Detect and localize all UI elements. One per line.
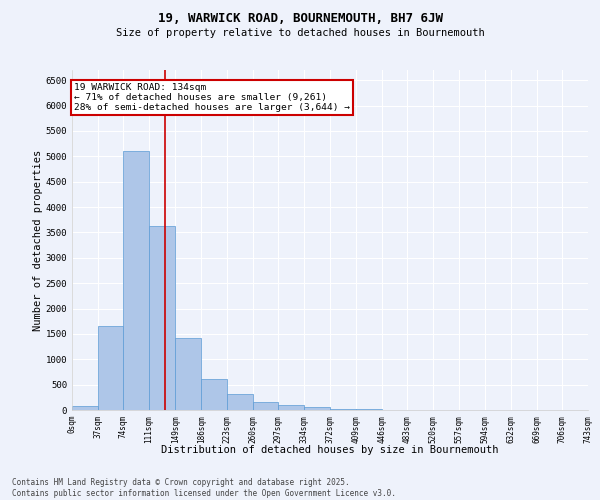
Bar [278,405,304,410]
Text: 19, WARWICK ROAD, BOURNEMOUTH, BH7 6JW: 19, WARWICK ROAD, BOURNEMOUTH, BH7 6JW [157,12,443,26]
Bar [175,338,201,410]
Bar [98,326,124,410]
X-axis label: Distribution of detached houses by size in Bournemouth: Distribution of detached houses by size … [161,446,499,456]
Bar [72,406,98,410]
Bar [304,408,331,410]
Bar [253,402,278,410]
Text: 19 WARWICK ROAD: 134sqm
← 71% of detached houses are smaller (9,261)
28% of semi: 19 WARWICK ROAD: 134sqm ← 71% of detache… [74,82,350,112]
Bar [149,226,175,410]
Bar [331,409,356,410]
Text: Contains HM Land Registry data © Crown copyright and database right 2025.
Contai: Contains HM Land Registry data © Crown c… [12,478,396,498]
Bar [124,151,149,410]
Y-axis label: Number of detached properties: Number of detached properties [33,150,43,330]
Text: Size of property relative to detached houses in Bournemouth: Size of property relative to detached ho… [116,28,484,38]
Bar [201,378,227,410]
Bar [227,394,253,410]
